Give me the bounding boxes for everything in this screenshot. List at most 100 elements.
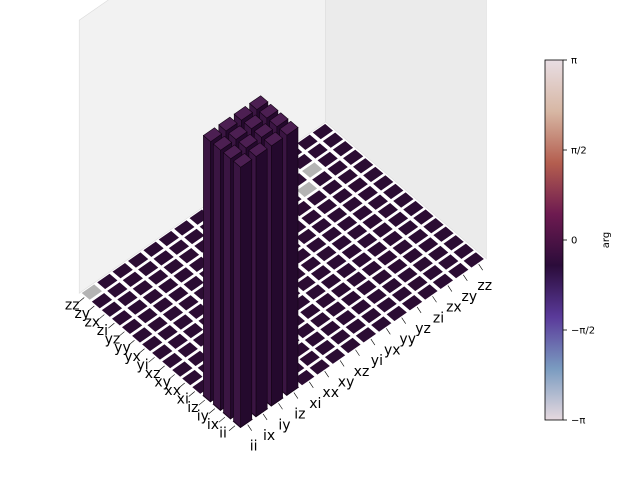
- column-tick-mark: [309, 381, 314, 389]
- row-tick-label: iz: [187, 400, 198, 416]
- floor-cell: [416, 283, 439, 301]
- floor-cell: [406, 227, 430, 245]
- bar-face-top: [248, 142, 268, 157]
- floor-cell: [406, 274, 429, 292]
- column-tick-label: zz: [477, 278, 492, 294]
- floor-cell: [300, 161, 324, 179]
- floor-cell: [385, 304, 408, 322]
- floor-cell: [344, 317, 368, 335]
- row-tick-label: xy: [154, 374, 171, 390]
- column-tick-mark: [355, 349, 360, 356]
- bar-face-right: [271, 137, 283, 407]
- floor-cell: [110, 309, 134, 327]
- row-tick-mark: [228, 425, 236, 431]
- floor-cell: [171, 360, 194, 378]
- floor-cell: [171, 313, 195, 331]
- floor-cell: [161, 304, 185, 323]
- floor-cell: [361, 165, 385, 183]
- bar-face-left: [213, 143, 221, 411]
- floor-cell: [142, 240, 165, 258]
- floor-cell: [298, 349, 321, 367]
- floor-cell: [341, 195, 364, 213]
- bar-face-top: [279, 120, 299, 136]
- row-tick-label: ix: [207, 417, 219, 433]
- floor-cell: [350, 251, 374, 269]
- bar-ii-iy: [263, 131, 284, 407]
- row-tick-mark: [78, 297, 85, 303]
- floor-cell: [351, 157, 375, 175]
- floor-cell: [365, 240, 389, 258]
- floor-cell: [156, 324, 179, 342]
- floor-cell: [157, 277, 180, 295]
- floor-cell: [299, 255, 323, 273]
- row-tick-mark: [168, 374, 175, 380]
- floor-cell: [371, 221, 394, 239]
- column-tick-label: iy: [278, 417, 290, 433]
- floor-cell: [331, 187, 354, 205]
- row-tick-label: zx: [85, 315, 101, 331]
- floor-cell: [305, 236, 328, 254]
- bar-face-top: [233, 106, 253, 121]
- floor-cell: [173, 219, 196, 237]
- floor-cell: [172, 266, 195, 284]
- floor-cell: [181, 322, 205, 340]
- floor-cell: [116, 289, 139, 308]
- floor-cell: [295, 180, 319, 198]
- column-tick-label: xz: [354, 364, 370, 380]
- floor-cell: [396, 219, 420, 237]
- bar-face-top: [218, 116, 238, 132]
- column-tick-label: zx: [446, 300, 462, 316]
- floor-cell: [294, 227, 318, 245]
- floor-cell: [315, 197, 339, 216]
- column-tick-label: yy: [399, 332, 416, 348]
- floor-cell: [416, 236, 440, 254]
- row-tick-label: yy: [114, 340, 131, 356]
- floor-cell: [80, 283, 104, 301]
- bar-face-right: [255, 148, 268, 418]
- floor-cell: [386, 257, 409, 275]
- row-tick-label: zi: [97, 323, 108, 339]
- floor-cell: [359, 306, 383, 325]
- floor-cell: [300, 208, 323, 226]
- floor-cell: [299, 302, 322, 320]
- floor-cell: [319, 272, 343, 290]
- floor-cell: [370, 315, 393, 333]
- column-tick-mark: [478, 263, 483, 271]
- colorbar: −π −π/2 0 π/2 π arg: [544, 56, 612, 427]
- colorbar-tick-label: 0: [571, 236, 577, 247]
- floor-cell: [146, 315, 169, 333]
- bar-face-top: [249, 95, 269, 110]
- bar-face-top: [269, 112, 289, 128]
- floor-cell: [126, 298, 149, 316]
- row-tick-mark: [198, 399, 206, 406]
- floor-cell: [167, 285, 190, 303]
- floor-cell: [313, 339, 337, 357]
- column-tick-label: xy: [338, 374, 355, 390]
- floor-cell: [121, 270, 145, 288]
- floor-cell: [365, 287, 388, 305]
- floor-cell: [390, 285, 414, 303]
- floor-cell: [325, 253, 348, 271]
- bar-ii-ii: [233, 153, 253, 428]
- column-tick-label: xi: [309, 396, 321, 412]
- floor-cell: [402, 200, 425, 218]
- bar-face-top: [212, 135, 233, 151]
- floor-cell: [386, 210, 410, 228]
- floor-cell: [426, 244, 450, 263]
- bar-face-top: [243, 114, 263, 130]
- floor-cell: [355, 232, 379, 250]
- row-tick-mark: [178, 382, 185, 389]
- floor-cell: [376, 249, 399, 267]
- colorbar-ticks: −π −π/2 0 π/2 π: [563, 56, 595, 427]
- floor-cell: [462, 251, 485, 269]
- floor-cell: [321, 178, 344, 196]
- column-tick-label: yz: [415, 321, 431, 337]
- floor-cell: [331, 140, 355, 158]
- floor-cell: [310, 217, 333, 235]
- floor-cell: [151, 343, 174, 361]
- floor-cell: [329, 328, 352, 346]
- floor-cell: [355, 279, 378, 297]
- row-tick-mark: [108, 322, 115, 329]
- row-tick-mark: [128, 339, 135, 346]
